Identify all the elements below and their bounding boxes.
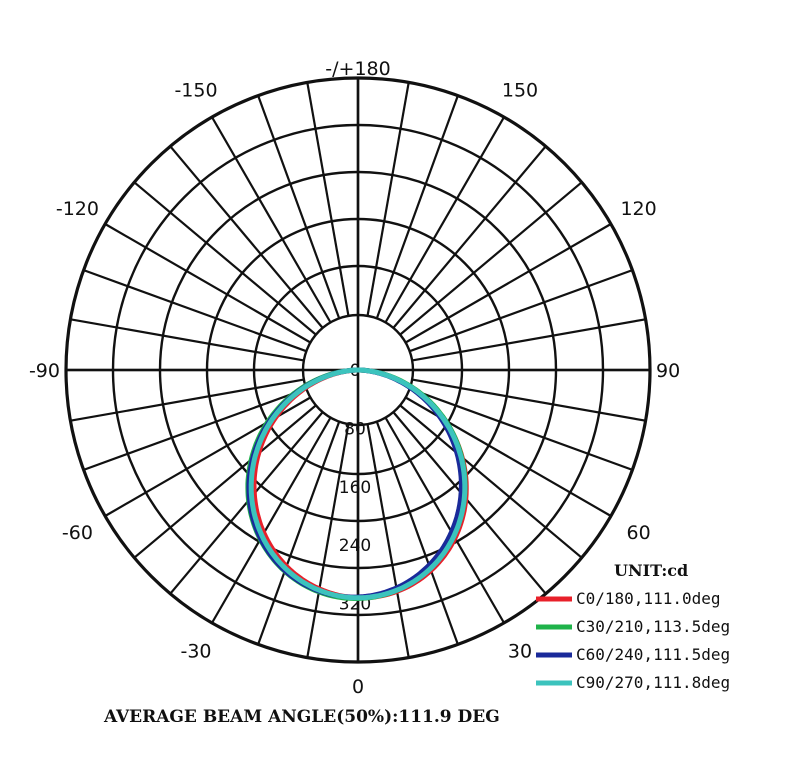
legend-title: UNIT:cd: [614, 561, 688, 580]
beam-angle-summary: AVERAGE BEAM ANGLE(50%):111.9 DEG: [103, 707, 500, 727]
grid-spoke: [366, 423, 410, 658]
grid-spoke: [384, 417, 505, 624]
angle-tick-label: 30: [508, 641, 532, 663]
grid-spoke: [411, 378, 646, 422]
grid-spoke: [306, 423, 350, 658]
grid-spoke: [83, 269, 307, 353]
grid-spoke: [70, 318, 305, 362]
grid-spoke: [405, 223, 612, 344]
angle-tick-label: -60: [62, 522, 93, 544]
legend: UNIT:cd C0/180,111.0deg C30/210,113.5deg C…: [536, 561, 730, 692]
grid-spoke: [83, 387, 307, 471]
grid-spoke: [70, 378, 305, 422]
grid-spoke: [257, 421, 341, 645]
grid-spoke: [409, 387, 633, 471]
grid-spoke: [169, 145, 324, 329]
grid-spoke: [411, 318, 646, 362]
grid-spoke: [211, 417, 332, 624]
legend-label: C60/240,111.5deg: [576, 645, 730, 664]
angle-tick-label: 60: [626, 522, 650, 544]
grid-spoke: [133, 404, 317, 559]
angle-tick-label: 120: [620, 198, 656, 220]
angle-tick-label: 150: [502, 79, 538, 101]
angle-tick-labels: -/+180 -150 150 -120 120 -90 90 -60 60 -30 30 0: [29, 58, 680, 698]
grid-spoke: [399, 404, 583, 559]
series-curve: [248, 367, 468, 601]
legend-label: C0/180,111.0deg: [576, 589, 721, 608]
grid-spoke: [375, 95, 459, 319]
radial-tick-label: 160: [339, 478, 371, 498]
grid-spoke: [366, 82, 410, 317]
angle-tick-label: -120: [56, 198, 99, 220]
legend-label: C30/210,113.5deg: [576, 617, 730, 636]
grid-spoke: [306, 82, 350, 317]
intensity-curves: [245, 367, 469, 601]
angle-tick-label: -150: [174, 79, 217, 101]
grid-spoke: [392, 145, 547, 329]
angle-tick-label: 0: [352, 676, 364, 698]
angle-tick-label: -30: [180, 641, 211, 663]
legend-label: C90/270,111.8deg: [576, 673, 730, 692]
grid-spoke: [211, 116, 332, 323]
radial-tick-label: 80: [344, 419, 366, 439]
angle-tick-label: 90: [656, 360, 680, 382]
grid-spoke: [399, 181, 583, 336]
grid-spoke: [409, 269, 633, 353]
radial-tick-label: 240: [339, 536, 371, 556]
polar-grid: [64, 76, 652, 664]
grid-spoke: [104, 223, 311, 344]
grid-spoke: [257, 95, 341, 319]
angle-tick-label: -90: [29, 360, 60, 382]
grid-spoke: [375, 421, 459, 645]
grid-spoke: [392, 411, 547, 595]
grid-spoke: [384, 116, 505, 323]
grid-spoke: [133, 181, 317, 336]
angle-tick-label: -/+180: [325, 58, 390, 80]
